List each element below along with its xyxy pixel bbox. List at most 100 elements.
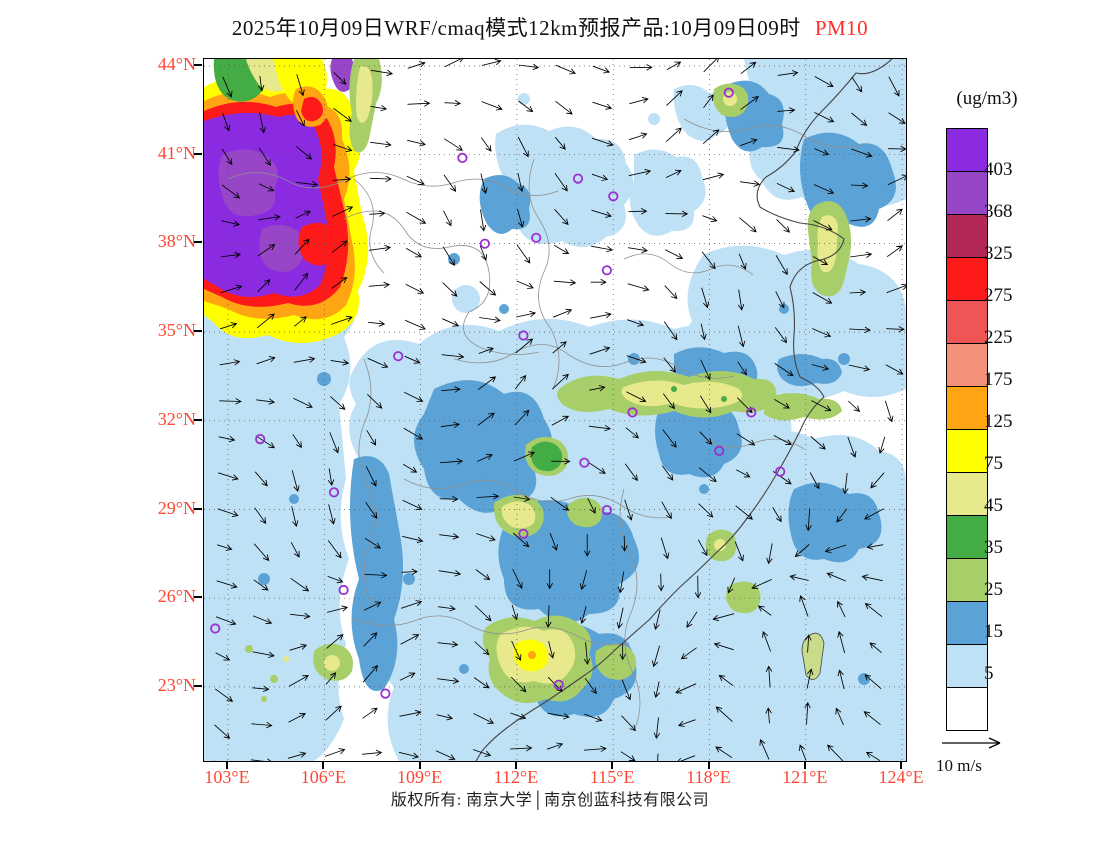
colorbar-cell (947, 559, 987, 602)
station-marker (457, 152, 468, 164)
lon-axis-label: 121°E (782, 767, 828, 787)
lat-tick (194, 152, 202, 155)
colorbar-level-label: 175 (984, 369, 1013, 390)
lat-axis-label: 41°N (157, 142, 196, 163)
lon-axis-label: 118°E (686, 767, 731, 787)
station-marker (479, 238, 490, 249)
lon-tick (418, 761, 421, 769)
page-title: 2025年10月09日WRF/cmaq模式12km预报产品:10月09日09时 P… (0, 12, 1100, 42)
colorbar-level-label: 35 (984, 537, 1003, 558)
colorbar-cell (947, 258, 987, 301)
colorbar-cell (947, 172, 987, 215)
lon-tick (226, 761, 228, 769)
taiwan-island (801, 632, 825, 680)
title-main: 2025年10月09日WRF/cmaq模式12km预报产品:10月09日09时 (231, 16, 801, 40)
station-marker (328, 487, 340, 498)
wind-scale-label: 10 m/s (936, 756, 982, 775)
lat-tick (194, 418, 202, 421)
lon-tick (900, 761, 903, 769)
colorbar-cell (947, 645, 987, 688)
station-markers-layer (210, 87, 786, 699)
colorbar-level-label: 275 (984, 285, 1013, 306)
station-marker (746, 407, 757, 418)
colorbar-level-label: 225 (984, 327, 1013, 348)
colorbar-level-label: 25 (984, 579, 1003, 600)
colorbar-level-label: 75 (984, 453, 1003, 474)
lat-axis-label: 44°N (157, 54, 196, 74)
colorbar-cell (947, 215, 987, 258)
lat-tick (194, 507, 202, 510)
colorbar-cell (947, 688, 987, 730)
lon-axis-label: 106°E (300, 767, 346, 787)
station-marker (601, 504, 612, 516)
station-marker (579, 457, 590, 468)
station-marker (714, 445, 725, 456)
station-marker (531, 232, 542, 243)
station-marker (518, 330, 529, 341)
colorbar-cell (947, 344, 987, 387)
lat-axis-label: 26°N (157, 586, 196, 607)
lat-axis-label: 32°N (157, 408, 196, 429)
lon-tick (322, 761, 325, 769)
lon-axis-label: 109°E (396, 767, 443, 787)
colorbar-level-label: 403 (984, 159, 1013, 180)
colorbar-legend: (ug/m3) 403 368 325 275 225 175 125 75 45 35 25 15 5 (932, 88, 1082, 731)
lon-axis-label: 115°E (589, 767, 635, 787)
lat-axis-label: 38°N (157, 231, 196, 252)
colorbar-level-label: 325 (984, 243, 1013, 264)
lat-axis-label: 29°N (157, 497, 196, 518)
coastline (475, 59, 893, 761)
station-marker (255, 433, 266, 445)
colorbar (946, 128, 988, 731)
lat-tick (194, 64, 202, 66)
colorbar-cell (947, 301, 987, 344)
colorbar-cell (947, 430, 987, 473)
colorbar-level-label: 45 (984, 495, 1003, 516)
lon-axis-label: 103°E (204, 767, 250, 787)
lat-tick (194, 596, 202, 599)
colorbar-cell (947, 516, 987, 559)
map-canvas (203, 58, 907, 762)
lat-tick (194, 684, 202, 687)
station-marker (775, 466, 786, 477)
colorbar-cell (947, 387, 987, 430)
pm10-field-greens (245, 83, 852, 704)
colorbar-cell (947, 129, 987, 172)
pm10-field-nw-hotspot (204, 59, 382, 343)
colorbar-level-label: 125 (984, 411, 1013, 432)
station-marker (380, 688, 391, 699)
station-marker (393, 351, 404, 362)
lon-tick (514, 761, 517, 769)
lat-axis-label: 35°N (157, 320, 196, 341)
station-marker (627, 407, 638, 418)
station-marker (723, 87, 734, 98)
lon-tick (707, 761, 710, 769)
colorbar-cell (947, 473, 987, 516)
lon-axis-label: 112°E (493, 767, 539, 787)
lat-axis-label: 23°N (157, 674, 196, 695)
colorbar-unit-label: (ug/m3) (956, 88, 1018, 109)
station-marker (608, 191, 619, 202)
colorbar-cell (947, 602, 987, 645)
lon-tick (611, 761, 614, 769)
pm10-concentration-map (204, 59, 906, 761)
wind-reference-arrow-icon (942, 737, 1001, 749)
lon-axis-label: 124°E (878, 767, 924, 787)
lat-tick (194, 330, 202, 333)
lon-tick (803, 761, 806, 769)
station-marker (518, 528, 529, 539)
station-marker (601, 265, 612, 276)
colorbar-level-label: 5 (984, 663, 994, 684)
station-marker (572, 173, 584, 184)
lat-tick (194, 241, 202, 244)
wind-arrows-layer (213, 59, 906, 761)
station-marker (210, 623, 221, 634)
title-pollutant: PM10 (814, 16, 869, 40)
station-marker (338, 584, 349, 596)
colorbar-level-label: 368 (984, 201, 1013, 222)
wind-scale: 10 m/s (936, 733, 1046, 776)
colorbar-level-label: 15 (984, 621, 1003, 642)
station-marker (553, 679, 564, 690)
copyright-footer: 版权所有: 南京大学│南京创蓝科技有限公司 (390, 792, 710, 809)
